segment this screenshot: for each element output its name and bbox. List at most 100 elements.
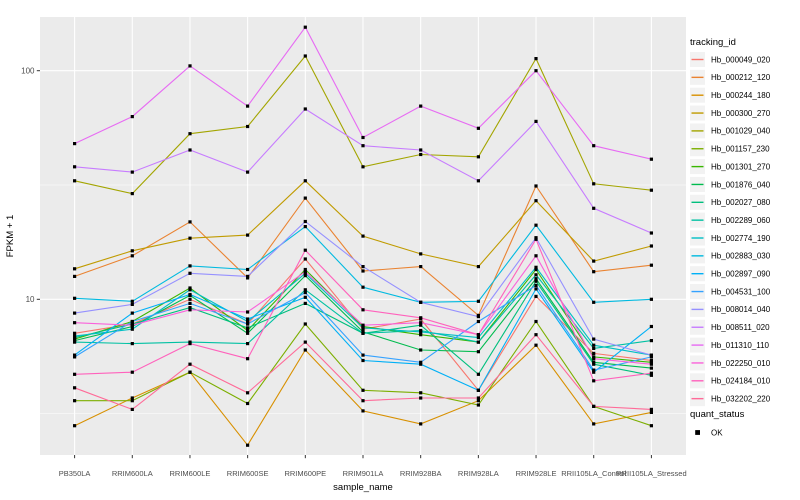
legend-entry: Hb_000244_180	[690, 87, 771, 103]
data-point-marker	[73, 424, 77, 428]
data-point-marker	[592, 144, 596, 148]
data-point-marker	[419, 316, 423, 320]
legend-entry: Hb_008511_020	[690, 319, 770, 335]
data-point-marker	[361, 323, 365, 327]
data-point-marker	[303, 270, 307, 274]
data-point-marker	[534, 265, 538, 269]
data-point-marker	[246, 328, 250, 333]
legend-quant: quant_status OK	[690, 409, 745, 437]
series-points-Hb_000300_270	[73, 179, 653, 271]
legend-entry-label: Hb_008014_040	[711, 305, 771, 314]
data-point-marker	[649, 373, 653, 377]
data-point-marker	[188, 236, 192, 240]
x-tick-label: RRII105LA_Stressed	[616, 469, 686, 478]
data-point-marker	[246, 170, 250, 174]
legend-entry: Hb_024184_010	[690, 373, 771, 389]
data-point-marker	[361, 399, 365, 403]
data-point-marker	[592, 346, 596, 350]
x-tick-label: RRIM600PE	[284, 469, 326, 478]
data-point-marker	[246, 310, 250, 314]
data-point-marker	[649, 353, 653, 357]
data-point-marker	[592, 360, 596, 364]
data-point-marker	[303, 301, 307, 305]
data-point-marker	[534, 343, 538, 347]
data-point-marker	[73, 331, 77, 335]
data-point-marker	[534, 119, 538, 123]
data-point-marker	[476, 340, 480, 344]
data-point-marker	[303, 267, 307, 272]
data-point-marker	[73, 179, 77, 183]
data-point-marker	[592, 368, 596, 372]
data-point-marker	[130, 254, 134, 258]
legend-entry-label: Hb_004531_100	[711, 287, 771, 296]
data-point-marker	[361, 308, 365, 312]
legend-entry: Hb_002883_030	[690, 248, 771, 264]
legend-entry-label: Hb_002774_190	[711, 234, 771, 243]
legend-entry-label: Hb_000300_270	[711, 109, 771, 118]
legend-quant-label: OK	[711, 428, 723, 437]
data-point-marker	[303, 257, 307, 261]
data-point-marker	[188, 308, 192, 312]
data-point-marker	[130, 311, 134, 315]
x-tick-label: RRIM600LE	[170, 469, 211, 478]
data-points	[73, 25, 653, 447]
data-point-marker	[130, 170, 134, 174]
data-point-marker	[303, 179, 307, 183]
data-point-marker	[130, 342, 134, 346]
data-point-marker	[246, 342, 250, 346]
data-point-marker	[592, 206, 596, 210]
data-point-marker	[592, 357, 596, 361]
data-point-marker	[592, 355, 596, 359]
data-point-marker	[592, 379, 596, 383]
legend-entry-label: Hb_024184_010	[711, 377, 771, 386]
data-point-marker	[73, 142, 77, 146]
data-point-marker	[592, 259, 596, 263]
legend-tracking: tracking_id Hb_000049_020 Hb_000212_120 Hb_…	[690, 37, 771, 407]
data-point-marker	[303, 248, 307, 252]
data-point-marker	[419, 362, 423, 366]
data-point-marker	[419, 360, 423, 364]
legend-entry: Hb_002897_090	[690, 266, 771, 282]
data-point-marker	[649, 362, 653, 366]
data-point-marker	[592, 337, 596, 341]
data-point-marker	[361, 409, 365, 413]
data-point-marker	[246, 322, 250, 326]
data-point-marker	[361, 265, 365, 269]
data-point-marker	[419, 152, 423, 157]
data-point-marker	[246, 104, 250, 108]
data-point-marker	[476, 350, 480, 354]
data-point-marker	[303, 291, 307, 295]
data-point-marker	[476, 399, 480, 403]
data-point-marker	[419, 333, 423, 337]
data-point-marker	[188, 301, 192, 305]
data-point-marker	[419, 422, 423, 426]
data-point-marker	[73, 399, 77, 403]
data-point-marker	[188, 292, 192, 297]
legend-entry: Hb_002774_190	[690, 230, 771, 246]
y-axis: 10 100	[21, 67, 40, 304]
x-tick-label: RRIM600LA	[112, 469, 153, 478]
legend-key-square	[695, 430, 700, 435]
series-points-Hb_011310_110	[73, 25, 653, 161]
data-point-marker	[649, 410, 653, 414]
data-point-marker	[188, 264, 192, 268]
data-point-marker	[534, 199, 538, 203]
data-point-marker	[130, 370, 134, 374]
data-point-marker	[476, 388, 480, 392]
series-points-Hb_032202_220	[73, 333, 653, 411]
series-points-Hb_004531_100	[73, 283, 653, 372]
y-axis-title: FPKM + 1	[5, 215, 16, 258]
x-tick-label: RRIM600SE	[227, 469, 269, 478]
data-point-marker	[534, 333, 538, 337]
data-point-marker	[476, 333, 480, 337]
data-point-marker	[534, 69, 538, 73]
legend-entry-label: Hb_011310_110	[711, 341, 770, 350]
data-point-marker	[476, 126, 480, 130]
legend-quant-title: quant_status	[690, 409, 745, 420]
data-point-marker	[303, 107, 307, 111]
data-point-marker	[476, 372, 480, 376]
data-point-marker	[246, 443, 250, 447]
data-point-marker	[534, 267, 538, 272]
data-point-marker	[534, 277, 538, 281]
